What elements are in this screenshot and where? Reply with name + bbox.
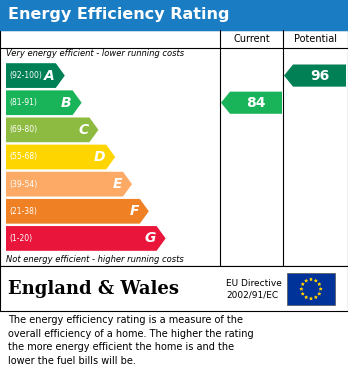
Text: F: F <box>129 204 139 218</box>
Polygon shape <box>314 295 318 299</box>
Polygon shape <box>317 282 322 286</box>
Text: E: E <box>112 177 122 191</box>
Text: 96: 96 <box>310 68 329 83</box>
Text: The energy efficiency rating is a measure of the
overall efficiency of a home. T: The energy efficiency rating is a measur… <box>8 315 254 366</box>
Polygon shape <box>317 292 322 296</box>
Polygon shape <box>301 292 305 296</box>
Text: (92-100): (92-100) <box>9 71 42 80</box>
Text: D: D <box>94 150 105 164</box>
Text: C: C <box>78 123 88 137</box>
Text: (69-80): (69-80) <box>9 126 37 135</box>
Polygon shape <box>6 117 98 142</box>
Text: (55-68): (55-68) <box>9 152 37 161</box>
Polygon shape <box>6 63 65 88</box>
Text: A: A <box>44 68 55 83</box>
Text: 84: 84 <box>246 96 266 110</box>
Polygon shape <box>6 199 149 224</box>
Bar <box>287 273 335 305</box>
Polygon shape <box>309 277 313 281</box>
Text: 2002/91/EC: 2002/91/EC <box>226 290 278 299</box>
Polygon shape <box>6 145 115 169</box>
Polygon shape <box>221 91 282 114</box>
Polygon shape <box>6 226 166 251</box>
Text: (1-20): (1-20) <box>9 234 32 243</box>
Text: (81-91): (81-91) <box>9 98 37 107</box>
Bar <box>0 30 348 266</box>
Text: (21-38): (21-38) <box>9 207 37 216</box>
Polygon shape <box>304 278 308 282</box>
Polygon shape <box>301 282 305 286</box>
Polygon shape <box>6 90 81 115</box>
Polygon shape <box>284 65 346 87</box>
Text: Potential: Potential <box>294 34 337 44</box>
Text: Current: Current <box>233 34 270 44</box>
Polygon shape <box>309 296 313 300</box>
Text: (39-54): (39-54) <box>9 179 37 188</box>
Polygon shape <box>304 295 308 299</box>
Bar <box>0 266 348 311</box>
Text: Very energy efficient - lower running costs: Very energy efficient - lower running co… <box>6 50 184 59</box>
Text: B: B <box>61 96 72 110</box>
Text: EU Directive: EU Directive <box>226 279 282 288</box>
Polygon shape <box>314 278 318 282</box>
Polygon shape <box>299 287 303 291</box>
Polygon shape <box>6 172 132 197</box>
Text: Not energy efficient - higher running costs: Not energy efficient - higher running co… <box>6 255 184 264</box>
Bar <box>0 0 348 30</box>
Text: England & Wales: England & Wales <box>8 280 179 298</box>
Text: Energy Efficiency Rating: Energy Efficiency Rating <box>8 7 229 23</box>
Text: G: G <box>144 231 156 246</box>
Polygon shape <box>318 287 323 291</box>
